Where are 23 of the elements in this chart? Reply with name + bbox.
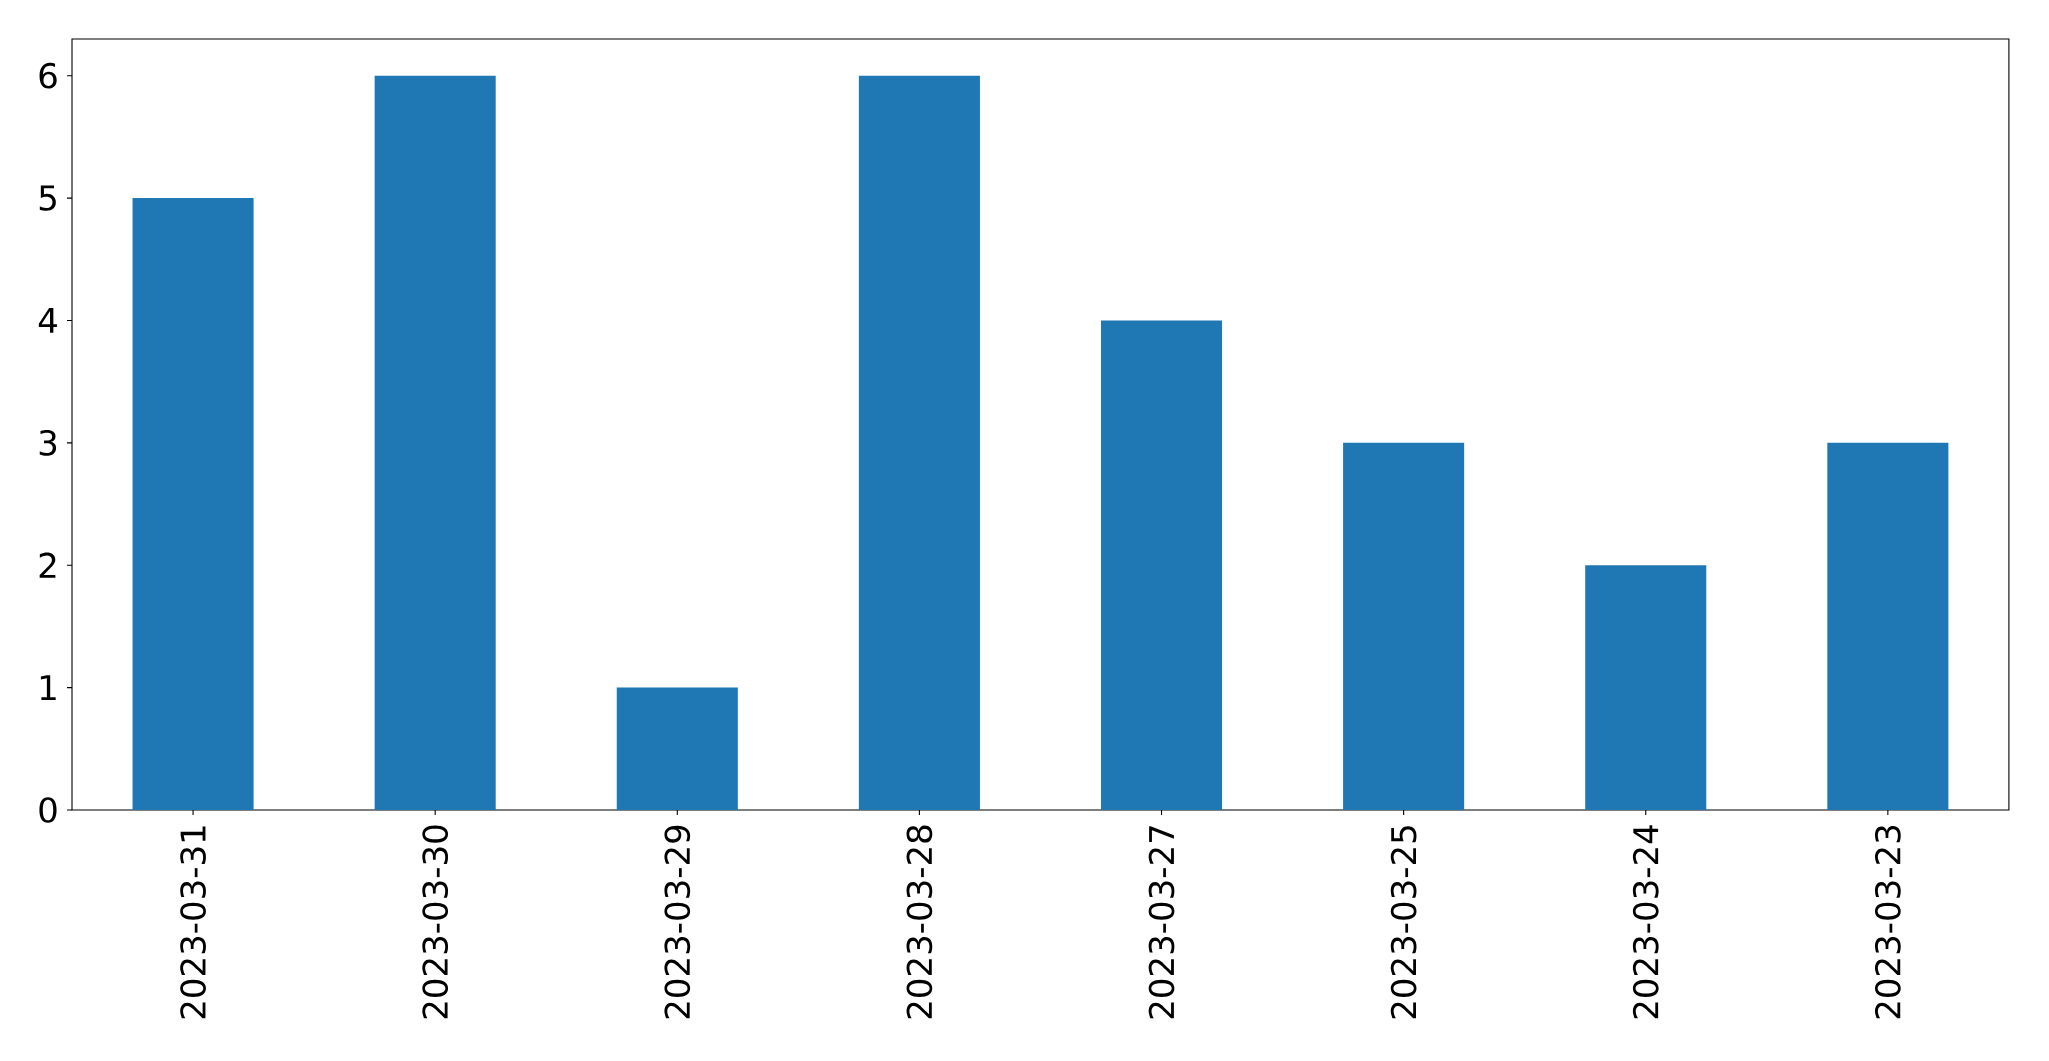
x-tick-label: 2023-03-23: [1875, 825, 1901, 1019]
x-tick-label: 2023-03-30: [422, 825, 449, 1019]
y-tick-label: 5: [39, 185, 56, 211]
bar: [1827, 442, 1949, 810]
y-tick-label: 6: [39, 62, 57, 89]
bar: [132, 198, 254, 810]
y-tick-label: 4: [38, 308, 57, 333]
x-tick-label: 2023-03-27: [1148, 826, 1175, 1019]
bar: [374, 75, 496, 810]
y-tick-label: 1: [40, 675, 56, 701]
y-tick-label: 3: [39, 430, 57, 456]
y-tick-label: 2: [39, 552, 56, 578]
bar: [1100, 320, 1223, 810]
bar: [1585, 565, 1707, 810]
x-tick-label: 2023-03-24: [1632, 825, 1659, 1019]
y-tick-label: 0: [39, 797, 57, 823]
bar: [858, 75, 980, 810]
x-tick-label: 2023-03-28: [906, 825, 933, 1019]
bar: [1343, 442, 1465, 810]
bar: [616, 687, 738, 810]
x-tick-label: 2023-03-25: [1390, 826, 1417, 1019]
x-tick-label: 2023-03-31: [180, 826, 206, 1019]
x-tick-label: 2023-03-29: [664, 825, 691, 1019]
